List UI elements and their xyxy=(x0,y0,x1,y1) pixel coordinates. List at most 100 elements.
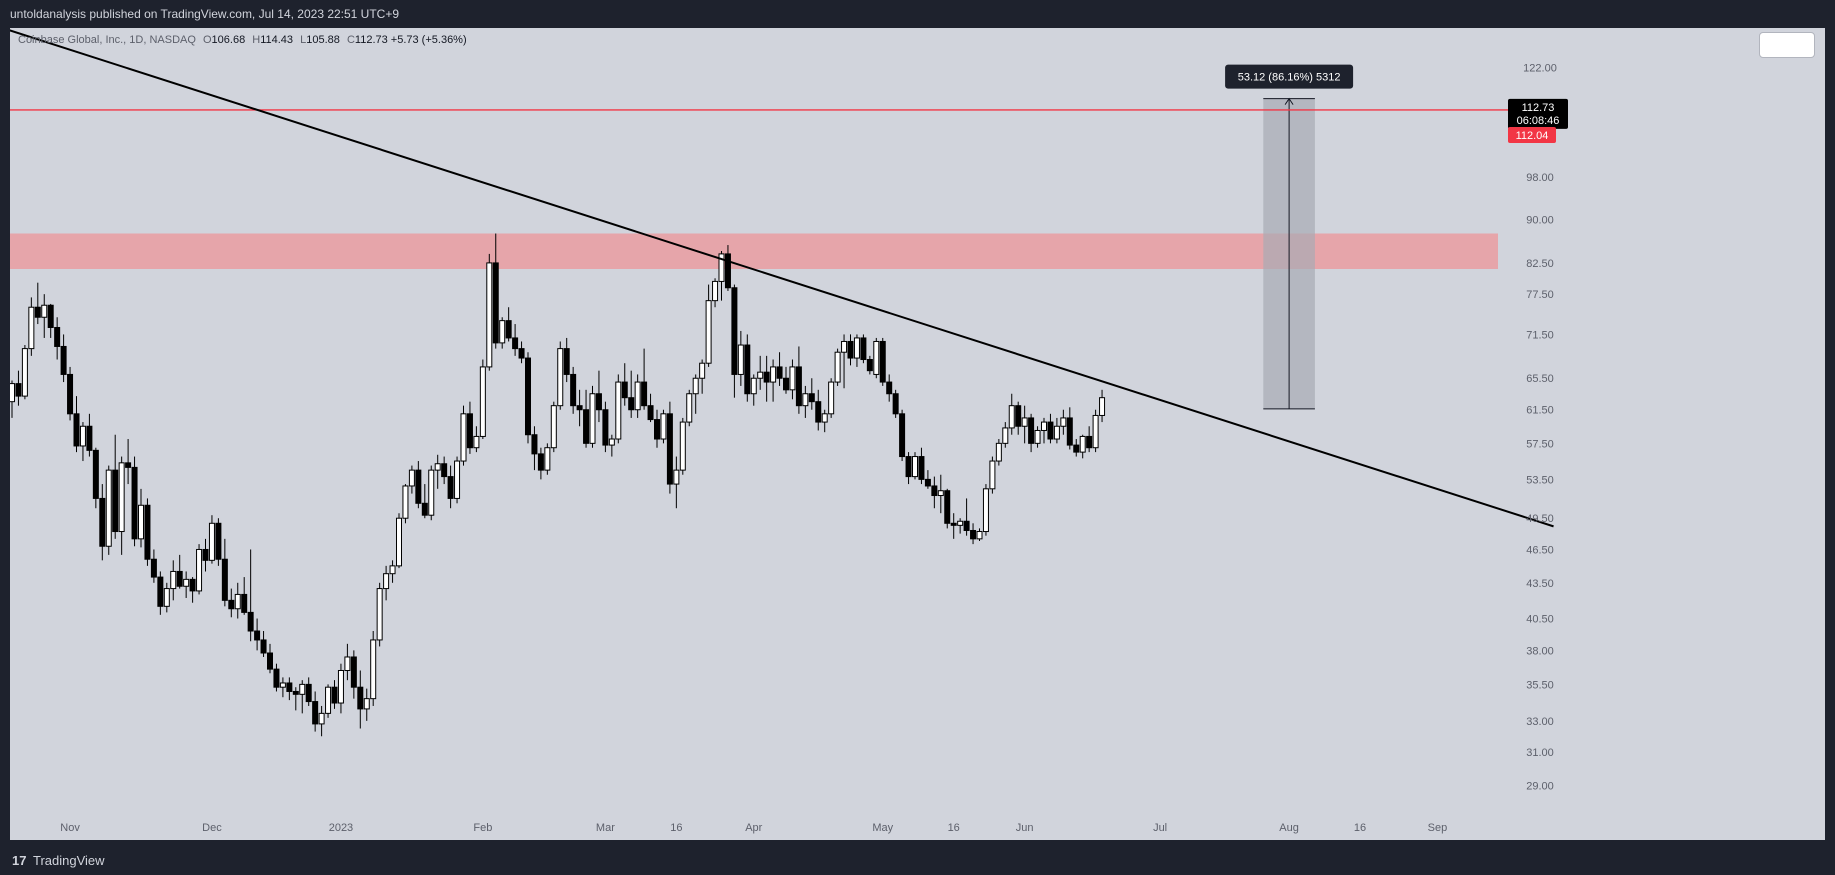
candle-down xyxy=(905,456,912,478)
candle-up xyxy=(370,639,377,700)
candle-up xyxy=(937,490,944,497)
legend-low: 105.88 xyxy=(306,34,340,46)
y-tick-label: 71.50 xyxy=(1526,329,1554,341)
candle-down xyxy=(931,485,938,497)
y-tick-label: 38.00 xyxy=(1526,645,1554,657)
candle-down xyxy=(641,381,648,407)
candle-down xyxy=(144,504,151,560)
candle-down xyxy=(492,262,499,344)
candle-down xyxy=(260,639,267,654)
candle-down xyxy=(292,690,299,695)
candle-down xyxy=(421,502,428,516)
resistance-price-label: 112.04 xyxy=(1516,130,1549,142)
candle-down xyxy=(537,453,544,471)
candle-up xyxy=(363,698,370,710)
candle-up xyxy=(834,351,841,383)
candle-down xyxy=(67,373,74,415)
candle-down xyxy=(73,413,80,447)
candle-down xyxy=(150,558,157,578)
y-tick-label: 77.50 xyxy=(1526,289,1554,301)
candle-down xyxy=(866,359,873,372)
legend-symbol: Coinbase Global, Inc., 1D, NASDAQ xyxy=(18,34,196,46)
candle-up xyxy=(105,469,112,547)
candle-up xyxy=(473,435,480,449)
y-tick-label: 49.50 xyxy=(1526,513,1554,525)
candle-up xyxy=(718,253,725,282)
x-tick-label: Aug xyxy=(1279,822,1299,834)
candle-down xyxy=(34,306,41,318)
candle-down xyxy=(602,409,609,446)
candle-down xyxy=(441,463,448,478)
candle-up xyxy=(118,462,125,533)
candle-down xyxy=(99,497,106,547)
x-tick-label: Sep xyxy=(1428,822,1448,834)
candle-up xyxy=(208,522,215,561)
y-tick-label: 43.50 xyxy=(1526,578,1554,590)
candle-down xyxy=(228,599,235,610)
y-tick-label: 57.50 xyxy=(1526,438,1554,450)
candle-down xyxy=(763,371,770,383)
candle-down xyxy=(783,377,789,391)
y-tick-label: 35.50 xyxy=(1526,679,1554,691)
candle-down xyxy=(466,413,473,449)
candle-up xyxy=(1053,425,1060,440)
candle-up xyxy=(976,531,983,540)
candle-down xyxy=(331,686,338,704)
price-chart[interactable]: 53.12 (86.16%) 5312 122.00 98.00 90.00 82.50… xyxy=(10,28,1825,840)
candle-down xyxy=(944,490,951,524)
candle-up xyxy=(589,393,596,444)
candle-up xyxy=(376,588,383,641)
candle-up xyxy=(454,460,461,499)
candle-up xyxy=(1002,427,1009,444)
candle-up xyxy=(712,280,719,302)
x-tick-label: Apr xyxy=(745,822,762,834)
candle-down xyxy=(525,357,531,436)
candle-down xyxy=(273,668,280,688)
candle-down xyxy=(744,344,751,395)
chart-area[interactable]: 53.12 (86.16%) 5312 122.00 98.00 90.00 82.50… xyxy=(10,28,1825,840)
candle-down xyxy=(666,413,673,485)
y-tick-label: 122.00 xyxy=(1523,62,1557,74)
candle-up xyxy=(982,488,989,533)
candle-down xyxy=(189,578,196,592)
symbol-legend: Coinbase Global, Inc., 1D, NASDAQ O106.6… xyxy=(18,34,467,46)
y-tick-label: 82.50 xyxy=(1526,258,1554,270)
candle-up xyxy=(408,469,415,487)
candle-up xyxy=(318,712,325,725)
legend-high-label: H xyxy=(252,34,261,46)
candle-down xyxy=(447,476,454,499)
candle-down xyxy=(131,466,138,540)
candle-up xyxy=(344,656,351,671)
candle-up xyxy=(699,362,706,379)
candles-group xyxy=(10,233,1106,737)
candle-down xyxy=(595,393,602,411)
candle-down xyxy=(415,469,422,504)
candle-up xyxy=(170,570,177,590)
candle-up xyxy=(1034,429,1041,444)
candle-up xyxy=(279,682,286,688)
candle-down xyxy=(1047,421,1054,440)
candle-down xyxy=(15,383,22,397)
candle-down xyxy=(247,611,254,632)
candle-up xyxy=(828,381,835,415)
candle-down xyxy=(847,340,854,359)
y-tick-label: 53.50 xyxy=(1526,474,1554,486)
x-tick-label: Jun xyxy=(1016,822,1034,834)
candle-down xyxy=(54,326,61,347)
candle-down xyxy=(970,529,977,540)
candle-down xyxy=(241,593,248,613)
x-tick-label: Jul xyxy=(1153,822,1167,834)
candle-up xyxy=(479,366,486,437)
candle-down xyxy=(563,348,570,375)
candle-down xyxy=(125,462,132,468)
candle-up xyxy=(615,381,622,440)
x-tick-label: Dec xyxy=(202,822,222,834)
candle-up xyxy=(995,442,1002,462)
candle-down xyxy=(950,522,957,526)
legend-open-label: O xyxy=(202,34,212,46)
candle-down xyxy=(892,393,899,415)
candle-down xyxy=(808,393,815,403)
candle-up xyxy=(757,371,764,379)
resistance-zone xyxy=(10,233,1498,270)
scale-box[interactable] xyxy=(1759,32,1815,58)
